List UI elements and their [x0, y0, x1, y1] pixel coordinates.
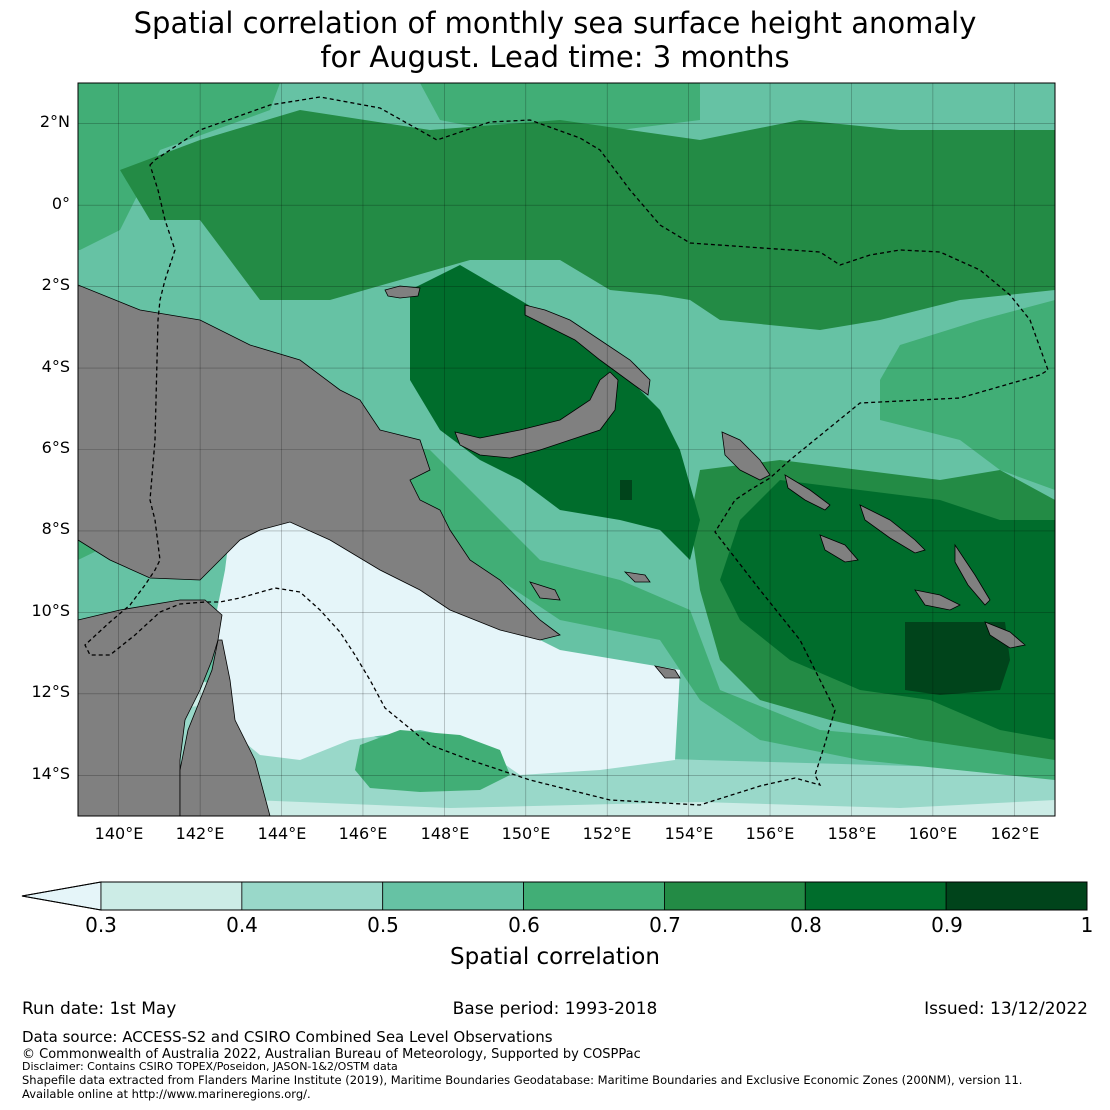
y-tick-label: 2°S	[41, 275, 70, 294]
colorbar-tick-label: 0.6	[508, 913, 540, 937]
colorbar-segment	[804, 881, 947, 911]
solomon-islands-chain	[784, 474, 1026, 649]
disclaimer: Disclaimer: Contains CSIRO TOPEX/Poseido…	[22, 1060, 398, 1073]
colorbar-segment	[100, 881, 243, 911]
y-tick-label: 0°	[51, 194, 70, 213]
x-tick-label: 154°E	[664, 824, 714, 843]
x-tick-label: 142°E	[175, 824, 225, 843]
new-ireland-island	[524, 304, 651, 396]
data-source: Data source: ACCESS-S2 and CSIRO Combine…	[22, 1028, 553, 1046]
d-entrecasteaux-islands	[529, 571, 651, 601]
x-tick-label: 160°E	[908, 824, 958, 843]
colorbar-tick-label: 0.7	[649, 913, 681, 937]
colorbar-segment	[382, 881, 524, 911]
colorbar-label: Spatial correlation	[450, 944, 660, 970]
map-figure	[21, 82, 1088, 911]
x-tick-label: 140°E	[94, 824, 144, 843]
colorbar	[21, 881, 1088, 911]
y-tick-label: 14°S	[31, 764, 70, 783]
y-tick-label: 8°S	[41, 519, 70, 538]
run-date: Run date: 1st May	[22, 999, 177, 1019]
y-tick-label: 4°S	[41, 357, 70, 376]
map-frame	[77, 82, 1056, 817]
louisiade-islands	[653, 665, 681, 679]
base-period: Base period: 1993-2018	[452, 999, 658, 1019]
map-title-line-2: for August. Lead time: 3 months	[320, 40, 790, 74]
shapefile-credit: Shapefile data extracted from Flanders M…	[22, 1073, 1023, 1087]
map-title-line-1: Spatial correlation of monthly sea surfa…	[133, 6, 977, 40]
x-tick-label: 162°E	[990, 824, 1040, 843]
x-tick-label: 158°E	[827, 824, 877, 843]
x-tick-label: 144°E	[257, 824, 307, 843]
x-tick-label: 150°E	[501, 824, 551, 843]
png-eez-boundary	[84, 96, 1049, 806]
y-tick-label: 12°S	[31, 682, 70, 701]
map-plot-area	[78, 83, 1055, 816]
correlation-band-below-0.3	[215, 522, 680, 775]
correlation-field	[78, 83, 1055, 816]
correlation-band-0.6-0.7	[355, 730, 510, 792]
colorbar-tick-label: 0.8	[790, 913, 822, 937]
x-tick-label: 146°E	[338, 824, 388, 843]
colorbar-tick-label: 0.4	[226, 913, 258, 937]
issued-date: Issued: 13/12/2022	[924, 999, 1088, 1019]
colorbar-outline	[21, 881, 1088, 911]
colorbar-under-triangle	[21, 881, 102, 911]
x-tick-label: 152°E	[582, 824, 632, 843]
map-gridlines	[78, 83, 1055, 816]
copyright-notice: © Commonwealth of Australia 2022, Austra…	[22, 1047, 641, 1062]
colorbar-segment	[241, 881, 384, 911]
correlation-band-0.9-1	[620, 480, 1010, 695]
colorbar-tick-label: 1	[1080, 913, 1094, 937]
y-tick-label: 10°S	[31, 601, 70, 620]
colorbar-segment	[523, 881, 665, 911]
manus-island	[384, 285, 421, 299]
colorbar-segment	[945, 881, 1088, 911]
new-britain-island	[454, 371, 619, 459]
eez-boundaries	[84, 96, 1049, 806]
marineregions-link: Available online at http://www.marinereg…	[22, 1087, 311, 1101]
colorbar-tick-label: 0.5	[367, 913, 399, 937]
x-tick-label: 156°E	[745, 824, 795, 843]
land-masses	[78, 284, 1026, 816]
colorbar-tick-label: 0.9	[931, 913, 963, 937]
correlation-band-0.8-0.9	[410, 265, 1055, 740]
cape-york-landmass	[179, 639, 271, 816]
x-tick-label: 148°E	[420, 824, 470, 843]
y-tick-label: 2°N	[39, 112, 70, 131]
bougainville-island	[721, 431, 771, 481]
new-guinea-landmass	[78, 284, 561, 641]
colorbar-tick-label: 0.3	[85, 913, 117, 937]
y-tick-label: 6°S	[41, 438, 70, 457]
colorbar-segment	[664, 881, 806, 911]
